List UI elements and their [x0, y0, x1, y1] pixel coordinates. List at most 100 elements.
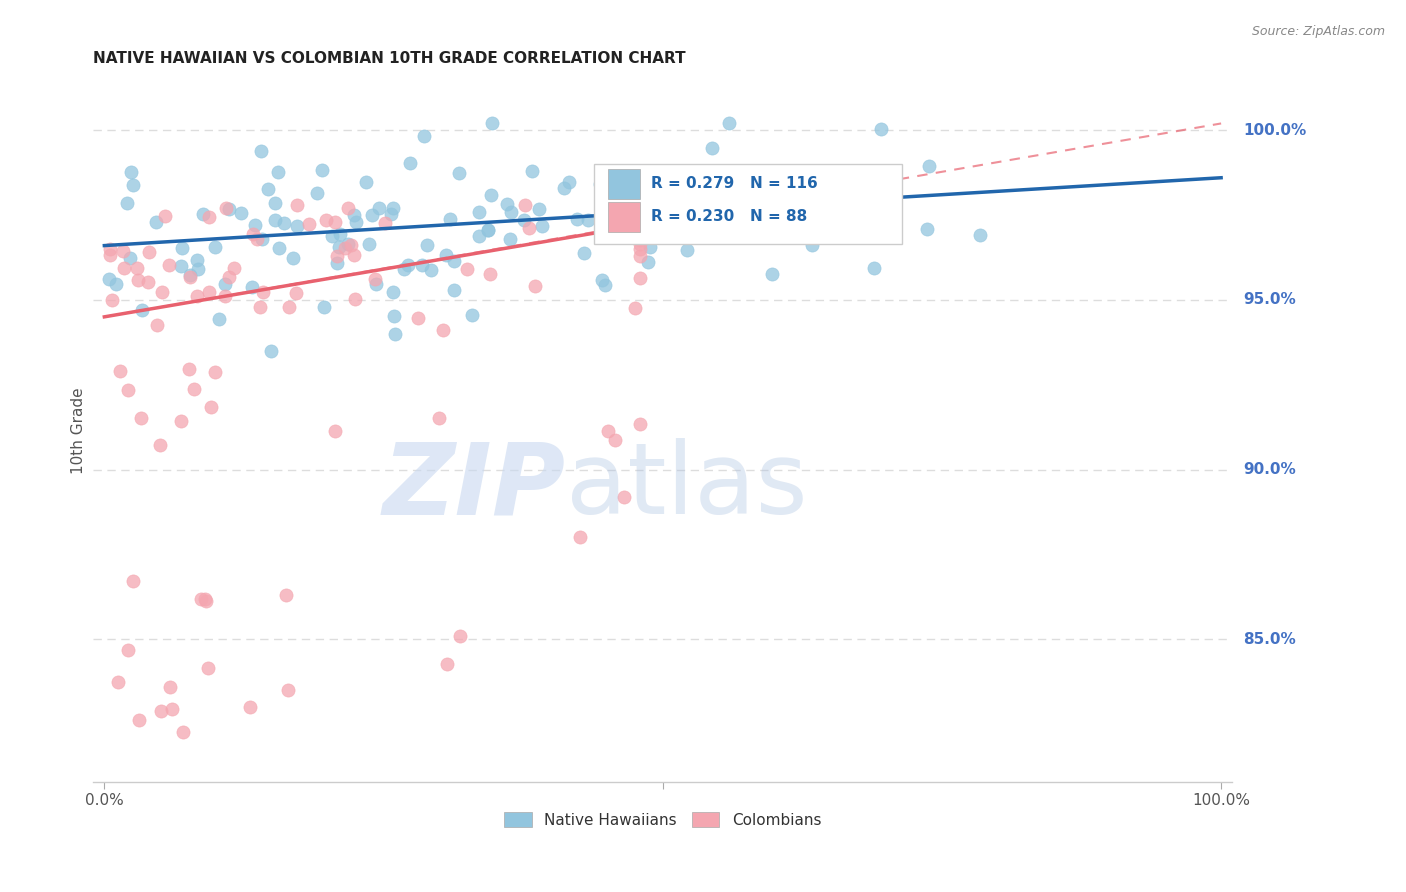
Text: atlas: atlas [565, 438, 807, 535]
Point [718, 116, 741, 130]
Point [169, 259, 191, 273]
Point [326, 256, 349, 270]
Point [276, 682, 298, 697]
Point [264, 195, 287, 210]
Point [200, 400, 222, 414]
Point [432, 323, 454, 337]
Point [146, 318, 169, 333]
Point [869, 122, 891, 136]
Point [416, 238, 439, 252]
Point [208, 312, 231, 326]
Point [399, 156, 422, 170]
Point [865, 178, 887, 193]
Point [477, 223, 499, 237]
Point [117, 384, 139, 398]
Point [117, 643, 139, 657]
Point [242, 227, 264, 241]
Point [257, 182, 280, 196]
Text: Source: ZipAtlas.com: Source: ZipAtlas.com [1251, 25, 1385, 38]
Point [315, 213, 337, 227]
Point [278, 301, 301, 315]
Point [612, 168, 634, 182]
Point [436, 657, 458, 672]
Point [628, 212, 651, 227]
Point [129, 411, 152, 425]
Point [98, 243, 121, 257]
Point [576, 213, 599, 227]
Point [343, 248, 366, 262]
Point [697, 178, 720, 192]
Point [638, 240, 661, 254]
Point [382, 309, 405, 323]
Point [468, 228, 491, 243]
Point [915, 222, 938, 236]
Point [969, 228, 991, 243]
Point [107, 675, 129, 690]
Point [273, 216, 295, 230]
Point [246, 231, 269, 245]
Point [631, 229, 654, 244]
Point [643, 166, 665, 180]
Point [434, 248, 457, 262]
Point [281, 251, 304, 265]
Text: 90.0%: 90.0% [1243, 462, 1296, 477]
Point [105, 277, 128, 291]
Point [591, 272, 613, 286]
Point [195, 594, 218, 608]
Point [596, 424, 619, 438]
Point [197, 285, 219, 300]
Point [374, 216, 396, 230]
Text: R = 0.279   N = 116: R = 0.279 N = 116 [651, 177, 818, 192]
Point [513, 198, 536, 212]
Point [676, 243, 699, 257]
Point [136, 275, 159, 289]
Point [384, 326, 406, 341]
Point [260, 343, 283, 358]
Point [522, 163, 544, 178]
Point [98, 248, 121, 262]
Text: 85.0%: 85.0% [1243, 632, 1296, 647]
Point [396, 258, 419, 272]
Point [179, 362, 201, 376]
Point [628, 249, 651, 263]
Point [97, 272, 120, 286]
Point [186, 288, 208, 302]
Point [863, 260, 886, 275]
Point [380, 207, 402, 221]
Point [702, 216, 724, 230]
Point [321, 228, 343, 243]
Y-axis label: 10th Grade: 10th Grade [72, 387, 86, 474]
Point [122, 574, 145, 588]
Point [218, 202, 240, 216]
Point [828, 175, 851, 189]
Point [461, 308, 484, 322]
Point [553, 181, 575, 195]
Point [149, 438, 172, 452]
Point [527, 202, 550, 217]
Point [744, 212, 766, 227]
Point [172, 725, 194, 739]
Point [614, 188, 637, 202]
Point [190, 592, 212, 607]
Point [150, 704, 173, 718]
Point [238, 699, 260, 714]
Point [328, 240, 350, 254]
Point [530, 219, 553, 233]
Point [187, 261, 209, 276]
Text: NATIVE HAWAIIAN VS COLOMBIAN 10TH GRADE CORRELATION CHART: NATIVE HAWAIIAN VS COLOMBIAN 10TH GRADE … [93, 51, 686, 66]
Point [122, 178, 145, 192]
Point [499, 232, 522, 246]
Point [589, 178, 612, 192]
Point [198, 210, 221, 224]
Point [628, 233, 651, 247]
Point [382, 285, 405, 299]
Point [613, 490, 636, 504]
Point [628, 198, 651, 212]
Point [429, 410, 451, 425]
Point [565, 212, 588, 227]
Point [127, 273, 149, 287]
Point [150, 285, 173, 299]
Point [240, 280, 263, 294]
Point [285, 198, 308, 212]
Point [831, 178, 853, 192]
